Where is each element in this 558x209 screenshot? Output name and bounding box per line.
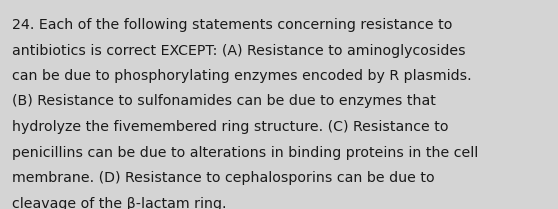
Text: 24. Each of the following statements concerning resistance to: 24. Each of the following statements con… [12,18,453,32]
Text: antibiotics is correct EXCEPT: (A) Resistance to aminoglycosides: antibiotics is correct EXCEPT: (A) Resis… [12,43,465,57]
Text: hydrolyze the fivemembered ring structure. (C) Resistance to: hydrolyze the fivemembered ring structur… [12,120,449,134]
Text: (B) Resistance to sulfonamides can be due to enzymes that: (B) Resistance to sulfonamides can be du… [12,94,436,108]
Text: can be due to phosphorylating enzymes encoded by R plasmids.: can be due to phosphorylating enzymes en… [12,69,472,83]
Text: membrane. (D) Resistance to cephalosporins can be due to: membrane. (D) Resistance to cephalospori… [12,171,435,185]
Text: penicillins can be due to alterations in binding proteins in the cell: penicillins can be due to alterations in… [12,145,478,159]
Text: cleavage of the β-lactam ring.: cleavage of the β-lactam ring. [12,196,227,209]
